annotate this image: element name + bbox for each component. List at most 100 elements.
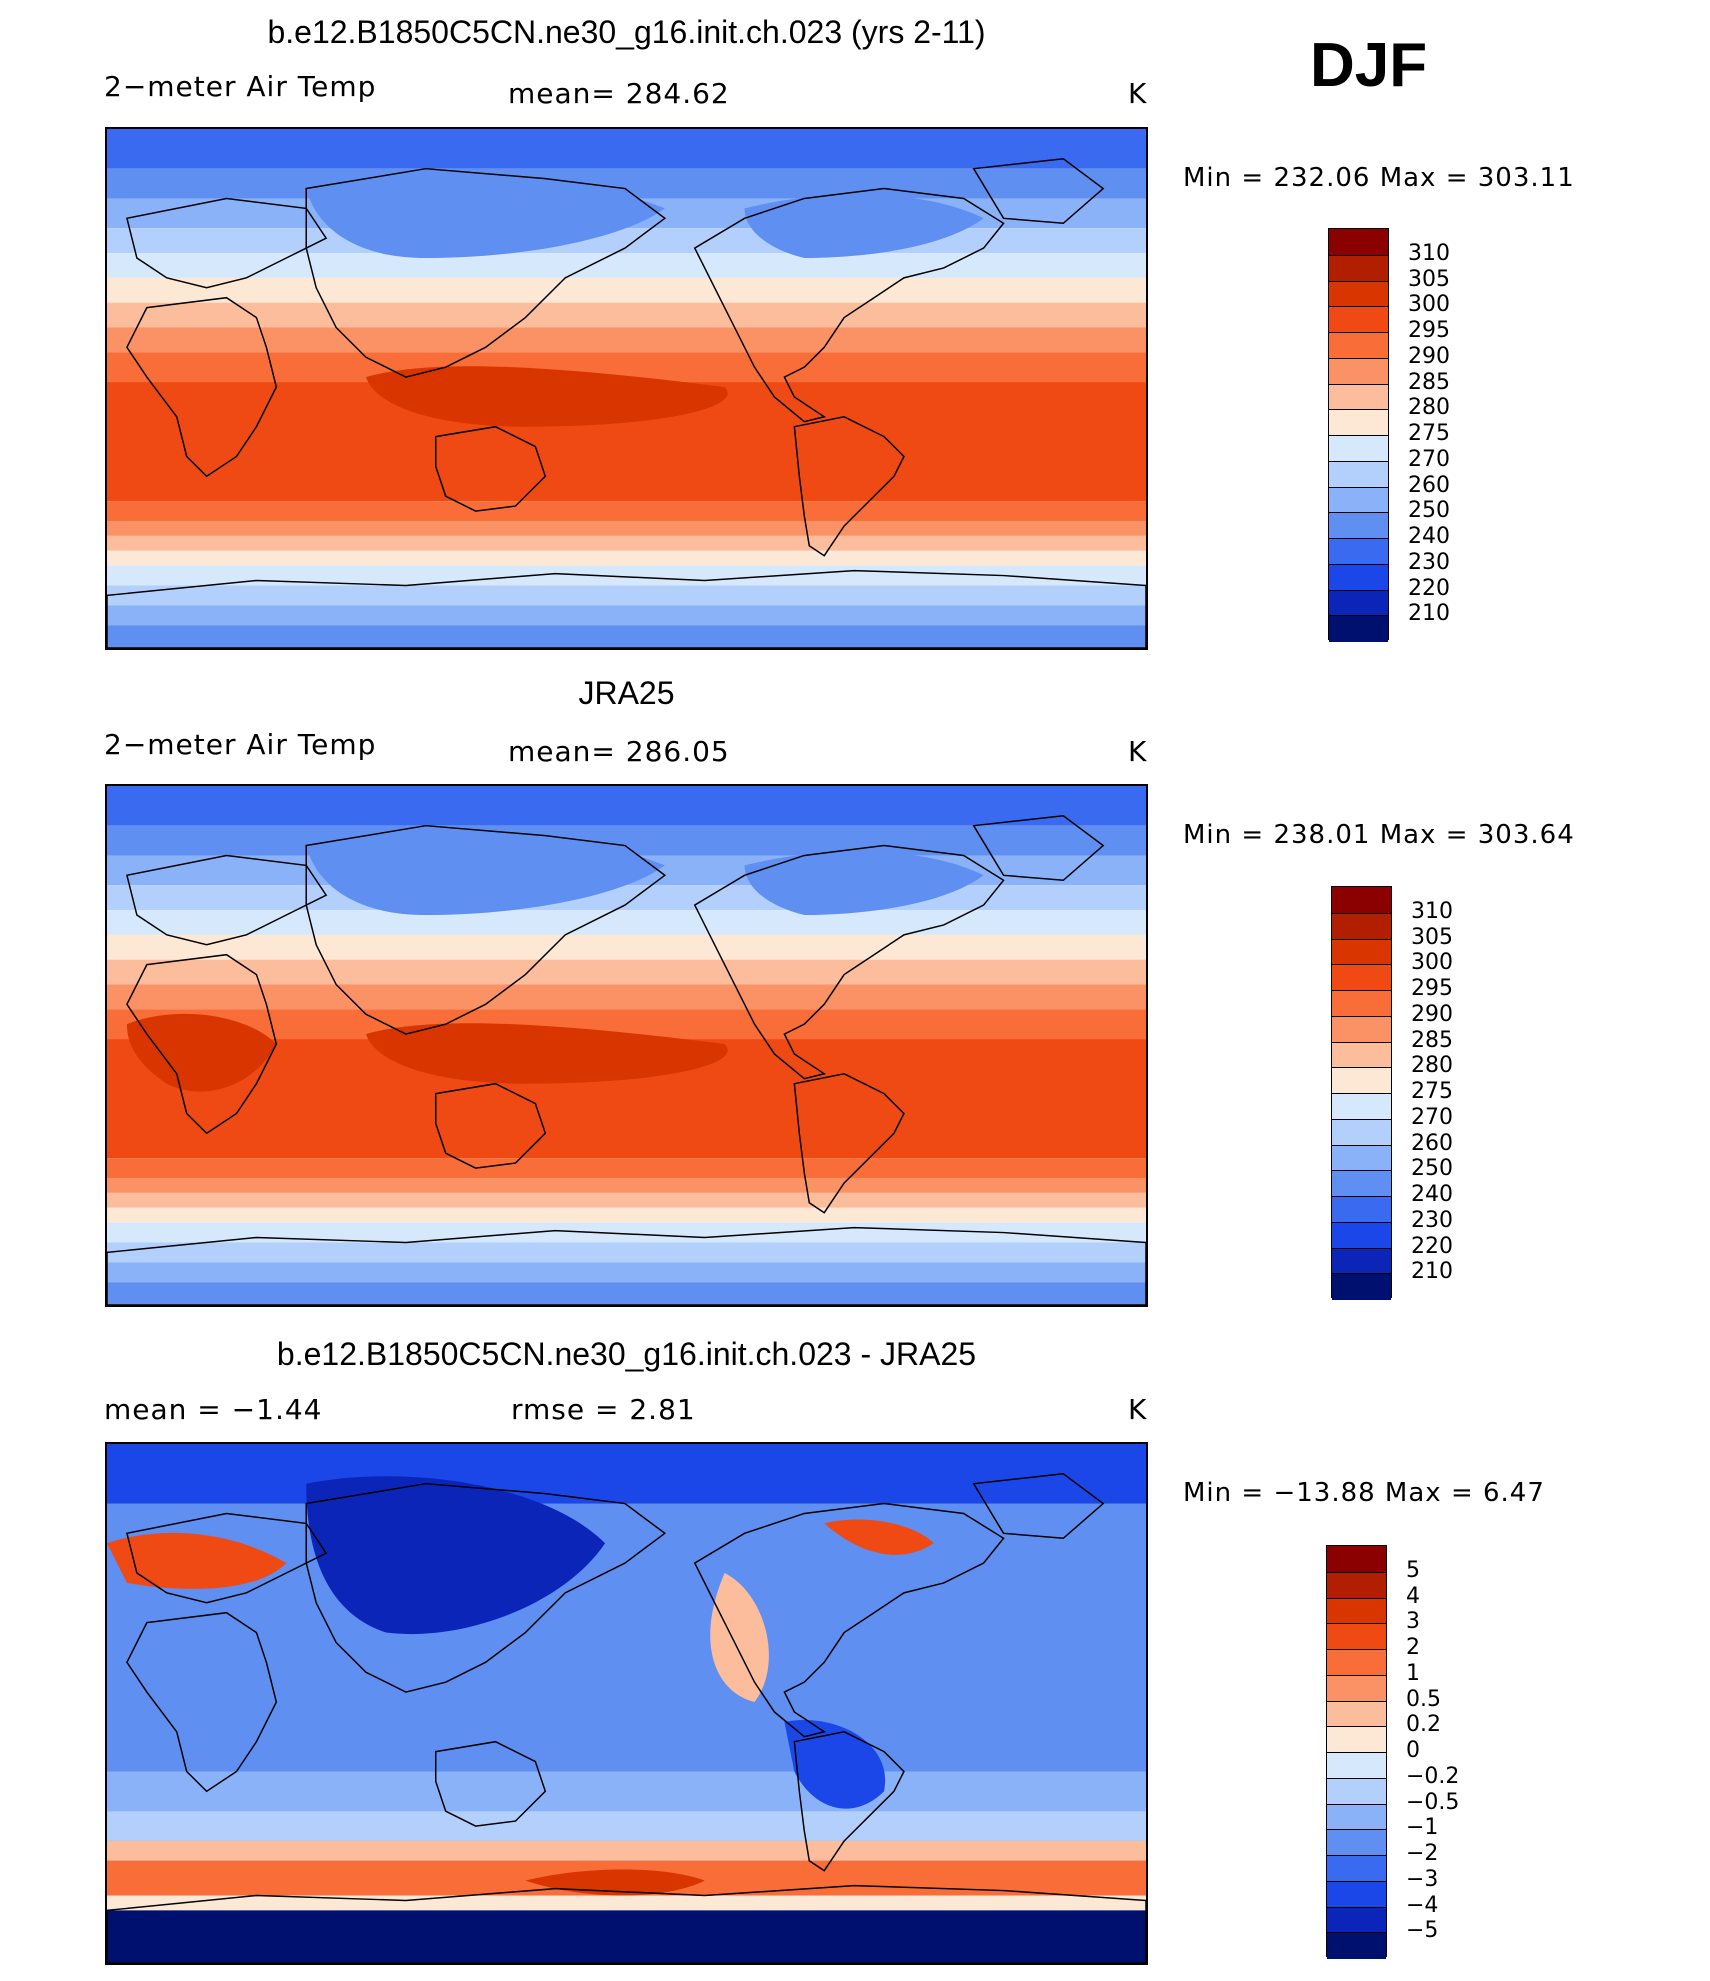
coastline [434,1082,547,1169]
warm-pacific-bias [710,1573,769,1703]
panel-3-unit-label: K [1128,1393,1148,1426]
colorbar-swatch [1329,615,1388,642]
colorbar-tick-label: −3 [1406,1866,1439,1892]
colorbar-tick-label: 0 [1406,1738,1420,1763]
colorbar-tick-label: 250 [1411,1156,1453,1182]
panel-1-colorbar [1328,228,1389,642]
coastline [126,1512,328,1604]
colorbar-swatch [1329,512,1388,539]
season-label: DJF [1310,31,1428,100]
cold-asia [306,832,665,916]
colorbar-swatch [1327,1726,1386,1753]
panel-3-map [105,1442,1148,1965]
colorbar-swatch [1332,1144,1391,1172]
cold-namerica [744,194,984,259]
colorbar-swatch [1327,1649,1386,1676]
colorbar-swatch [1329,383,1388,411]
panel-3-title: b.e12.B1850C5CN.ne30_g16.init.ch.023 - J… [276,1336,977,1372]
colorbar-tick-label: −0.2 [1406,1763,1460,1789]
colorbar-tick-label: 285 [1408,369,1450,395]
colorbar-tick-label: 310 [1408,240,1450,266]
coastline [972,1472,1105,1540]
colorbar-swatch [1329,357,1388,385]
warm-europe-bias [107,1532,287,1589]
colorbar-swatch [1329,538,1388,565]
colorbar-swatch [1327,1571,1386,1599]
colorbar-swatch [1329,229,1388,255]
colorbar-tick-label: 240 [1408,524,1450,549]
colorbar-swatch [1329,280,1388,308]
colorbar-tick-label: 0.5 [1406,1686,1441,1712]
cold-samerica-bias [784,1719,886,1809]
colorbar-swatch [1329,435,1388,462]
colorbar-swatch [1332,1247,1391,1275]
panel-1-map [105,127,1148,650]
colorbar-swatch [1329,460,1388,488]
panel-2-colorbar [1331,886,1392,1300]
panel-1-variable-label: 2−meter Air Temp [104,70,377,103]
coastline [107,1884,1146,1963]
colorbar-tick-label: 295 [1408,318,1450,343]
coastline [793,1073,905,1214]
coastline [305,824,667,1035]
coastline [126,854,328,946]
colorbar-swatch [1327,1906,1386,1934]
panel-3-minmax: Min = −13.88 Max = 6.47 [1183,1478,1545,1508]
coastline [793,1731,905,1872]
colorbar-swatch [1327,1752,1386,1779]
colorbar-tick-label: 4 [1406,1583,1420,1609]
colorbar-tick-label: 230 [1411,1207,1453,1233]
colorbar-tick-label: 1 [1406,1660,1420,1686]
colorbar-tick-label: 270 [1411,1104,1453,1130]
coastline [793,416,905,557]
panel-1-minmax: Min = 232.06 Max = 303.11 [1183,163,1575,193]
colorbar-swatch [1332,1221,1391,1249]
coastline [693,1502,1005,1738]
colorbar-tick-label: 260 [1408,472,1450,498]
colorbar-swatch [1327,1597,1386,1625]
colorbar-swatch [1332,1170,1391,1197]
cold-namerica [744,851,984,916]
colorbar-swatch [1327,1674,1386,1702]
panel-2-mean-label: mean= 286.05 [508,735,730,768]
colorbar-swatch [1332,990,1391,1017]
panel-2-unit-label: K [1128,735,1148,768]
coastline [434,1740,547,1827]
colorbar-swatch [1329,563,1388,591]
colorbar-tick-label: 220 [1408,575,1450,601]
warm-labrador-bias [824,1519,934,1555]
coastline [305,167,667,378]
colorbar-swatch [1327,1623,1386,1650]
colorbar-swatch [1327,1829,1386,1856]
warm-africa [126,1013,277,1092]
warm-pool [366,366,728,427]
panel-1-mean-label: mean= 284.62 [508,77,730,110]
coastline [305,1482,667,1693]
colorbar-swatch [1332,1015,1391,1043]
colorbar-swatch [1327,1700,1386,1728]
colorbar-swatch [1329,409,1388,436]
coastline [693,187,1005,423]
colorbar-tick-label: 300 [1411,950,1453,976]
colorbar-swatch [1329,589,1388,617]
panel-3-mean-label: mean = −1.44 [104,1393,323,1426]
colorbar-tick-label: 270 [1408,446,1450,472]
colorbar-tick-label: 240 [1411,1182,1453,1207]
colorbar-swatch [1329,486,1388,514]
panel-2-map [105,784,1148,1307]
colorbar-tick-label: 5 [1406,1557,1420,1583]
colorbar-tick-label: 290 [1408,343,1450,369]
colorbar-swatch [1332,1273,1391,1300]
colorbar-tick-label: 250 [1408,498,1450,524]
colorbar-swatch [1327,1932,1386,1959]
coastline [126,1611,278,1793]
coastline [693,844,1005,1080]
colorbar-swatch [1332,964,1391,991]
coastline [972,157,1105,225]
coastline [126,197,328,289]
colorbar-tick-label: −5 [1406,1918,1439,1944]
cold-asia [306,175,665,259]
panel-3-colorbar [1326,1545,1387,1959]
warm-pool [366,1023,728,1084]
colorbar-swatch [1332,938,1391,966]
